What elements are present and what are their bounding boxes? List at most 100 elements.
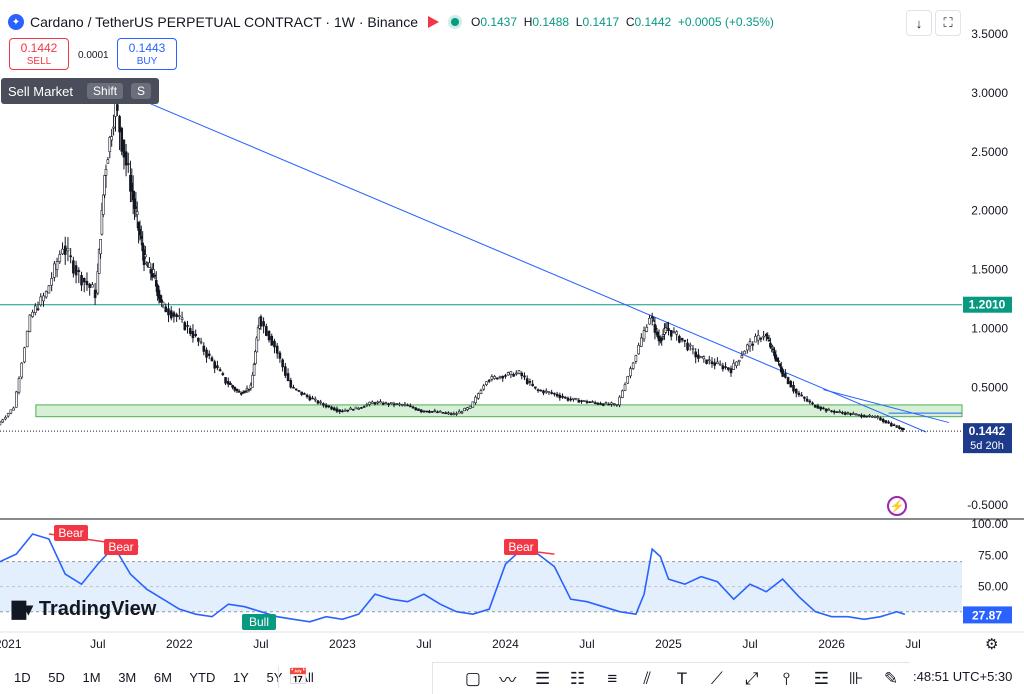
- candle-body: [555, 393, 559, 397]
- candle-body: [349, 407, 352, 410]
- candle-body: [152, 269, 155, 274]
- candle-body: [805, 398, 809, 402]
- candle-body: [122, 139, 126, 158]
- bottom-toolbar: 1D 5D 1M 3M 6M YTD 1Y 5Y All: [0, 661, 1024, 694]
- candle-body: [789, 381, 793, 388]
- range-5y[interactable]: 5Y: [266, 670, 283, 685]
- range-all[interactable]: All: [299, 670, 314, 685]
- candle-body: [308, 396, 312, 401]
- path-tool-icon[interactable]: 〰: [499, 671, 517, 690]
- candle-body: [601, 403, 605, 406]
- candle-body: [425, 410, 428, 413]
- arrow-down-icon[interactable]: ↓: [906, 10, 932, 36]
- candle-body: [851, 413, 855, 415]
- settings-gear-icon[interactable]: ⚙: [985, 636, 999, 653]
- candle-body: [341, 410, 344, 413]
- candle-body: [169, 310, 173, 319]
- candle-body: [436, 411, 439, 414]
- signal-label: Bear: [108, 540, 133, 554]
- brush-tool-icon[interactable]: ✎: [883, 668, 899, 688]
- candle-body: [398, 403, 401, 406]
- range-6m[interactable]: 6M: [153, 670, 172, 685]
- flag-icon[interactable]: [427, 16, 439, 28]
- candle-body: [300, 391, 303, 395]
- candle-body: [645, 326, 649, 332]
- candle-body: [748, 341, 752, 347]
- anchored-vwap-icon[interactable]: ⫯: [782, 668, 791, 688]
- candle-body: [172, 312, 176, 317]
- candle-body: [588, 401, 592, 404]
- candle-body: [392, 403, 396, 406]
- buy-button[interactable]: 0.1443 BUY: [117, 38, 177, 70]
- candle-body: [124, 151, 128, 166]
- range-ytd[interactable]: YTD: [189, 670, 216, 685]
- sell-button[interactable]: 0.1442 SELL: [9, 38, 69, 70]
- range-1d[interactable]: 1D: [14, 670, 31, 685]
- candle-body: [241, 391, 245, 394]
- candle-body: [265, 326, 268, 336]
- price-axis-label: 3.0000: [971, 86, 1008, 100]
- candle-body: [525, 378, 529, 385]
- candle-body: [148, 262, 151, 268]
- fixed-range-volume-icon[interactable]: ☲: [813, 668, 829, 688]
- candle-body: [58, 254, 62, 262]
- rectangle-tool-icon[interactable]: ▢: [464, 668, 481, 688]
- candle-body: [811, 402, 814, 405]
- candle-body: [324, 404, 328, 408]
- rsi-value-bg: [963, 606, 1012, 624]
- candle-body: [777, 360, 780, 363]
- candle-body: [743, 350, 746, 355]
- resistance-label-bg: [963, 296, 1012, 313]
- candle-body: [868, 415, 871, 417]
- parallel-channel-icon[interactable]: ⫽: [643, 668, 651, 688]
- time-axis-label: 2023: [329, 637, 356, 651]
- rsi-axis-label: 75.00: [978, 548, 1008, 562]
- candle-body: [835, 411, 839, 413]
- candle-body: [205, 349, 208, 358]
- candle-body: [512, 373, 515, 377]
- candle-body: [660, 337, 664, 341]
- rsi-value-label: 27.87: [972, 608, 1002, 622]
- short-position-tool-icon[interactable]: ☷: [569, 668, 586, 688]
- candle-body: [154, 279, 158, 287]
- range-3m[interactable]: 3M: [118, 670, 137, 685]
- candle-body: [902, 428, 905, 430]
- calendar-icon[interactable]: 📅: [288, 669, 308, 686]
- candle-body: [523, 375, 526, 378]
- candle-body: [53, 263, 56, 278]
- candle-body: [466, 407, 469, 410]
- resistance-label: 1.2010: [969, 298, 1006, 312]
- candle-body: [857, 414, 861, 416]
- candle-body: [824, 408, 828, 412]
- range-1y[interactable]: 1Y: [232, 670, 249, 685]
- fib-tool-icon[interactable]: ≡: [607, 668, 618, 688]
- text-tool-icon[interactable]: T: [676, 668, 688, 688]
- measure-tool-icon[interactable]: ⤢: [744, 668, 759, 688]
- candle-body: [417, 408, 420, 411]
- range-5d[interactable]: 5D: [48, 670, 65, 685]
- candle-body: [786, 377, 790, 385]
- candle-body: [737, 359, 741, 363]
- candle-body: [751, 343, 755, 346]
- candle-body: [160, 299, 163, 302]
- candle-body: [688, 344, 692, 347]
- candle-body: [368, 401, 371, 405]
- volume-profile-icon[interactable]: ⊪: [848, 668, 864, 688]
- ohlc-values: O0.1437 H0.1488 L0.1417 C0.1442 +0.0005 …: [470, 15, 774, 29]
- time-axis-label: 2025: [655, 637, 682, 651]
- candle-body: [106, 159, 110, 164]
- long-position-tool-icon[interactable]: ☰: [534, 668, 551, 688]
- candle-body: [509, 371, 513, 375]
- candle-body: [9, 409, 13, 414]
- range-1m[interactable]: 1M: [82, 670, 101, 685]
- candle-body: [97, 249, 101, 274]
- fullscreen-icon[interactable]: ⛶: [935, 10, 961, 36]
- lightning-icon[interactable]: ⚡: [887, 496, 907, 516]
- candle-body: [865, 415, 869, 418]
- candle-body: [362, 406, 366, 408]
- tooltip-text: Sell Market: [8, 83, 74, 99]
- trend-line-tool-icon[interactable]: ⟋: [710, 668, 723, 688]
- candle-body: [278, 352, 282, 359]
- candle-body: [313, 398, 317, 401]
